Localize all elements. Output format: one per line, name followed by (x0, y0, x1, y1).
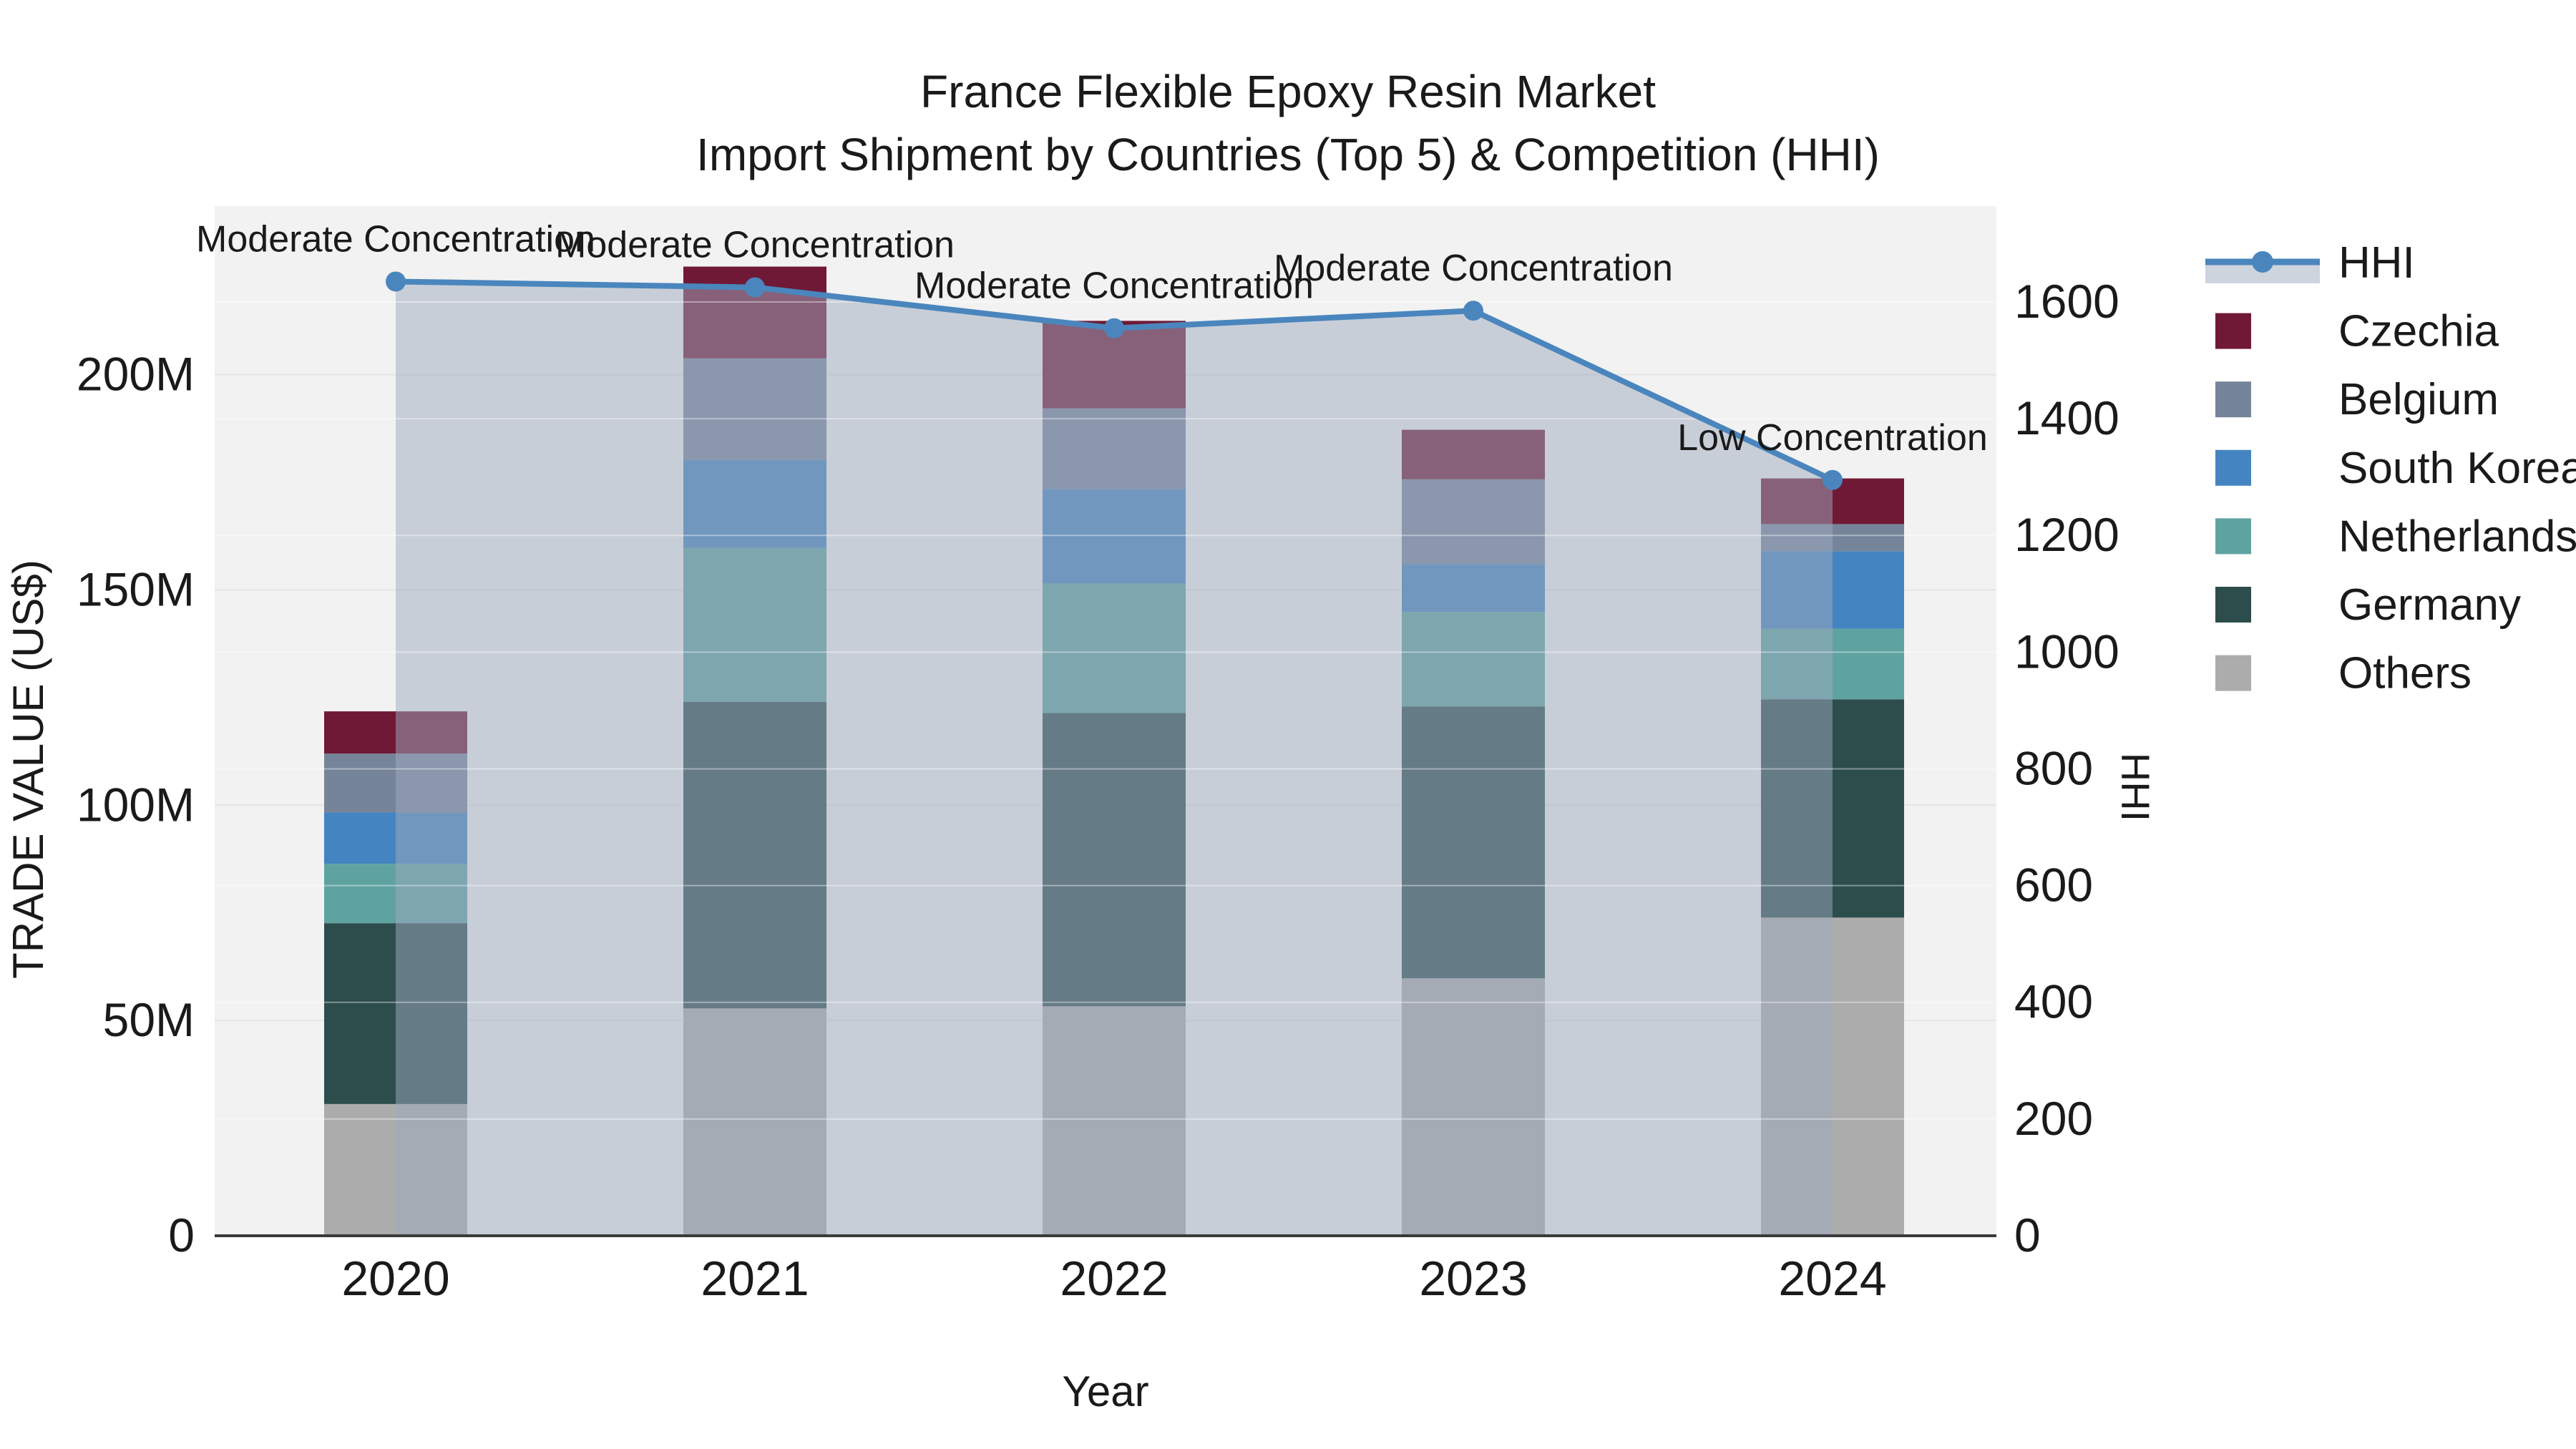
annotation-2021: Moderate Concentration (555, 225, 955, 266)
legend-label: Netherlands (2338, 512, 2576, 561)
hhi-marker-2021[interactable] (745, 277, 765, 298)
y-axis-right-title: HHI (2113, 753, 2158, 821)
y-axis-left-ticks: 0 50M 100M 150M 200M (77, 348, 195, 1262)
x-tick-2020: 2020 (341, 1252, 449, 1306)
legend-item-netherlands[interactable]: Netherlands (2215, 512, 2576, 561)
legend-label: Belgium (2338, 375, 2499, 424)
y-right-tick-1200: 1200 (2014, 508, 2119, 561)
y-left-tick-100M: 100M (77, 778, 195, 831)
hhi-marker-2022[interactable] (1104, 318, 1124, 338)
x-tick-2021: 2021 (701, 1252, 809, 1306)
annotation-2022: Moderate Concentration (914, 265, 1314, 307)
hhi-marker-2023[interactable] (1463, 301, 1483, 321)
legend-swatch-belgium (2215, 381, 2251, 418)
legend-item-hhi[interactable]: HHI (2205, 238, 2415, 288)
x-axis-title: Year (1062, 1367, 1148, 1415)
y-right-tick-800: 800 (2014, 741, 2093, 794)
annotation-2020: Moderate Concentration (196, 218, 595, 260)
legend-item-others[interactable]: Others (2215, 649, 2472, 698)
annotation-2024: Low Concentration (1677, 417, 1988, 459)
y-right-tick-400: 400 (2014, 975, 2093, 1028)
legend-label: Czechia (2338, 307, 2499, 356)
gridlines-right (215, 301, 1996, 1120)
hhi-line-series (386, 271, 1843, 490)
x-tick-2022: 2022 (1060, 1252, 1168, 1306)
y-axis-right-ticks: 0 200 400 600 800 1000 1200 1400 1600 (2014, 275, 2119, 1262)
chart-title-line2: Import Shipment by Countries (Top 5) & C… (696, 129, 1880, 180)
x-tick-2023: 2023 (1419, 1252, 1527, 1306)
legend-item-belgium[interactable]: Belgium (2215, 375, 2499, 424)
y-right-tick-0: 0 (2014, 1209, 2041, 1262)
legend-swatch-germany (2215, 587, 2251, 623)
legend-item-south-korea[interactable]: South Korea (2215, 444, 2576, 493)
y-left-tick-50M: 50M (103, 993, 195, 1046)
chart-title-line1: France Flexible Epoxy Resin Market (920, 66, 1656, 117)
hhi-marker-2020[interactable] (386, 271, 406, 292)
legend-label: HHI (2338, 238, 2415, 288)
x-axis-ticks: 2020 2021 2022 2023 2024 (341, 1252, 1886, 1306)
y-right-tick-200: 200 (2014, 1092, 2093, 1145)
annotation-2023: Moderate Concentration (1274, 248, 1673, 289)
legend-swatch-others (2215, 655, 2251, 691)
y-left-tick-150M: 150M (77, 562, 195, 615)
y-right-tick-1400: 1400 (2014, 391, 2119, 444)
legend-item-germany[interactable]: Germany (2215, 580, 2521, 630)
legend-swatch-south-korea (2215, 449, 2251, 486)
y-left-tick-200M: 200M (77, 348, 195, 401)
legend-label: South Korea (2338, 444, 2576, 493)
y-right-tick-600: 600 (2014, 859, 2093, 912)
legend-label: Germany (2338, 580, 2521, 630)
legend: HHI Czechia Belgium South Korea Netherlands G… (2205, 238, 2576, 698)
y-axis-left-title: TRADE VALUE (US$) (4, 560, 52, 979)
hhi-area-fill (396, 281, 1833, 1236)
legend-swatch-czechia (2215, 313, 2251, 349)
legend-label: Others (2338, 649, 2472, 698)
hhi-area-polygon (396, 281, 1833, 1236)
hhi-marker-2024[interactable] (1823, 469, 1843, 490)
legend-hhi-marker (2252, 251, 2273, 273)
y-right-tick-1600: 1600 (2014, 275, 2119, 328)
x-tick-2024: 2024 (1778, 1252, 1886, 1306)
y-left-tick-0: 0 (168, 1209, 195, 1262)
legend-item-czechia[interactable]: Czechia (2215, 307, 2499, 356)
y-right-tick-1000: 1000 (2014, 625, 2119, 678)
legend-swatch-netherlands (2215, 518, 2251, 555)
